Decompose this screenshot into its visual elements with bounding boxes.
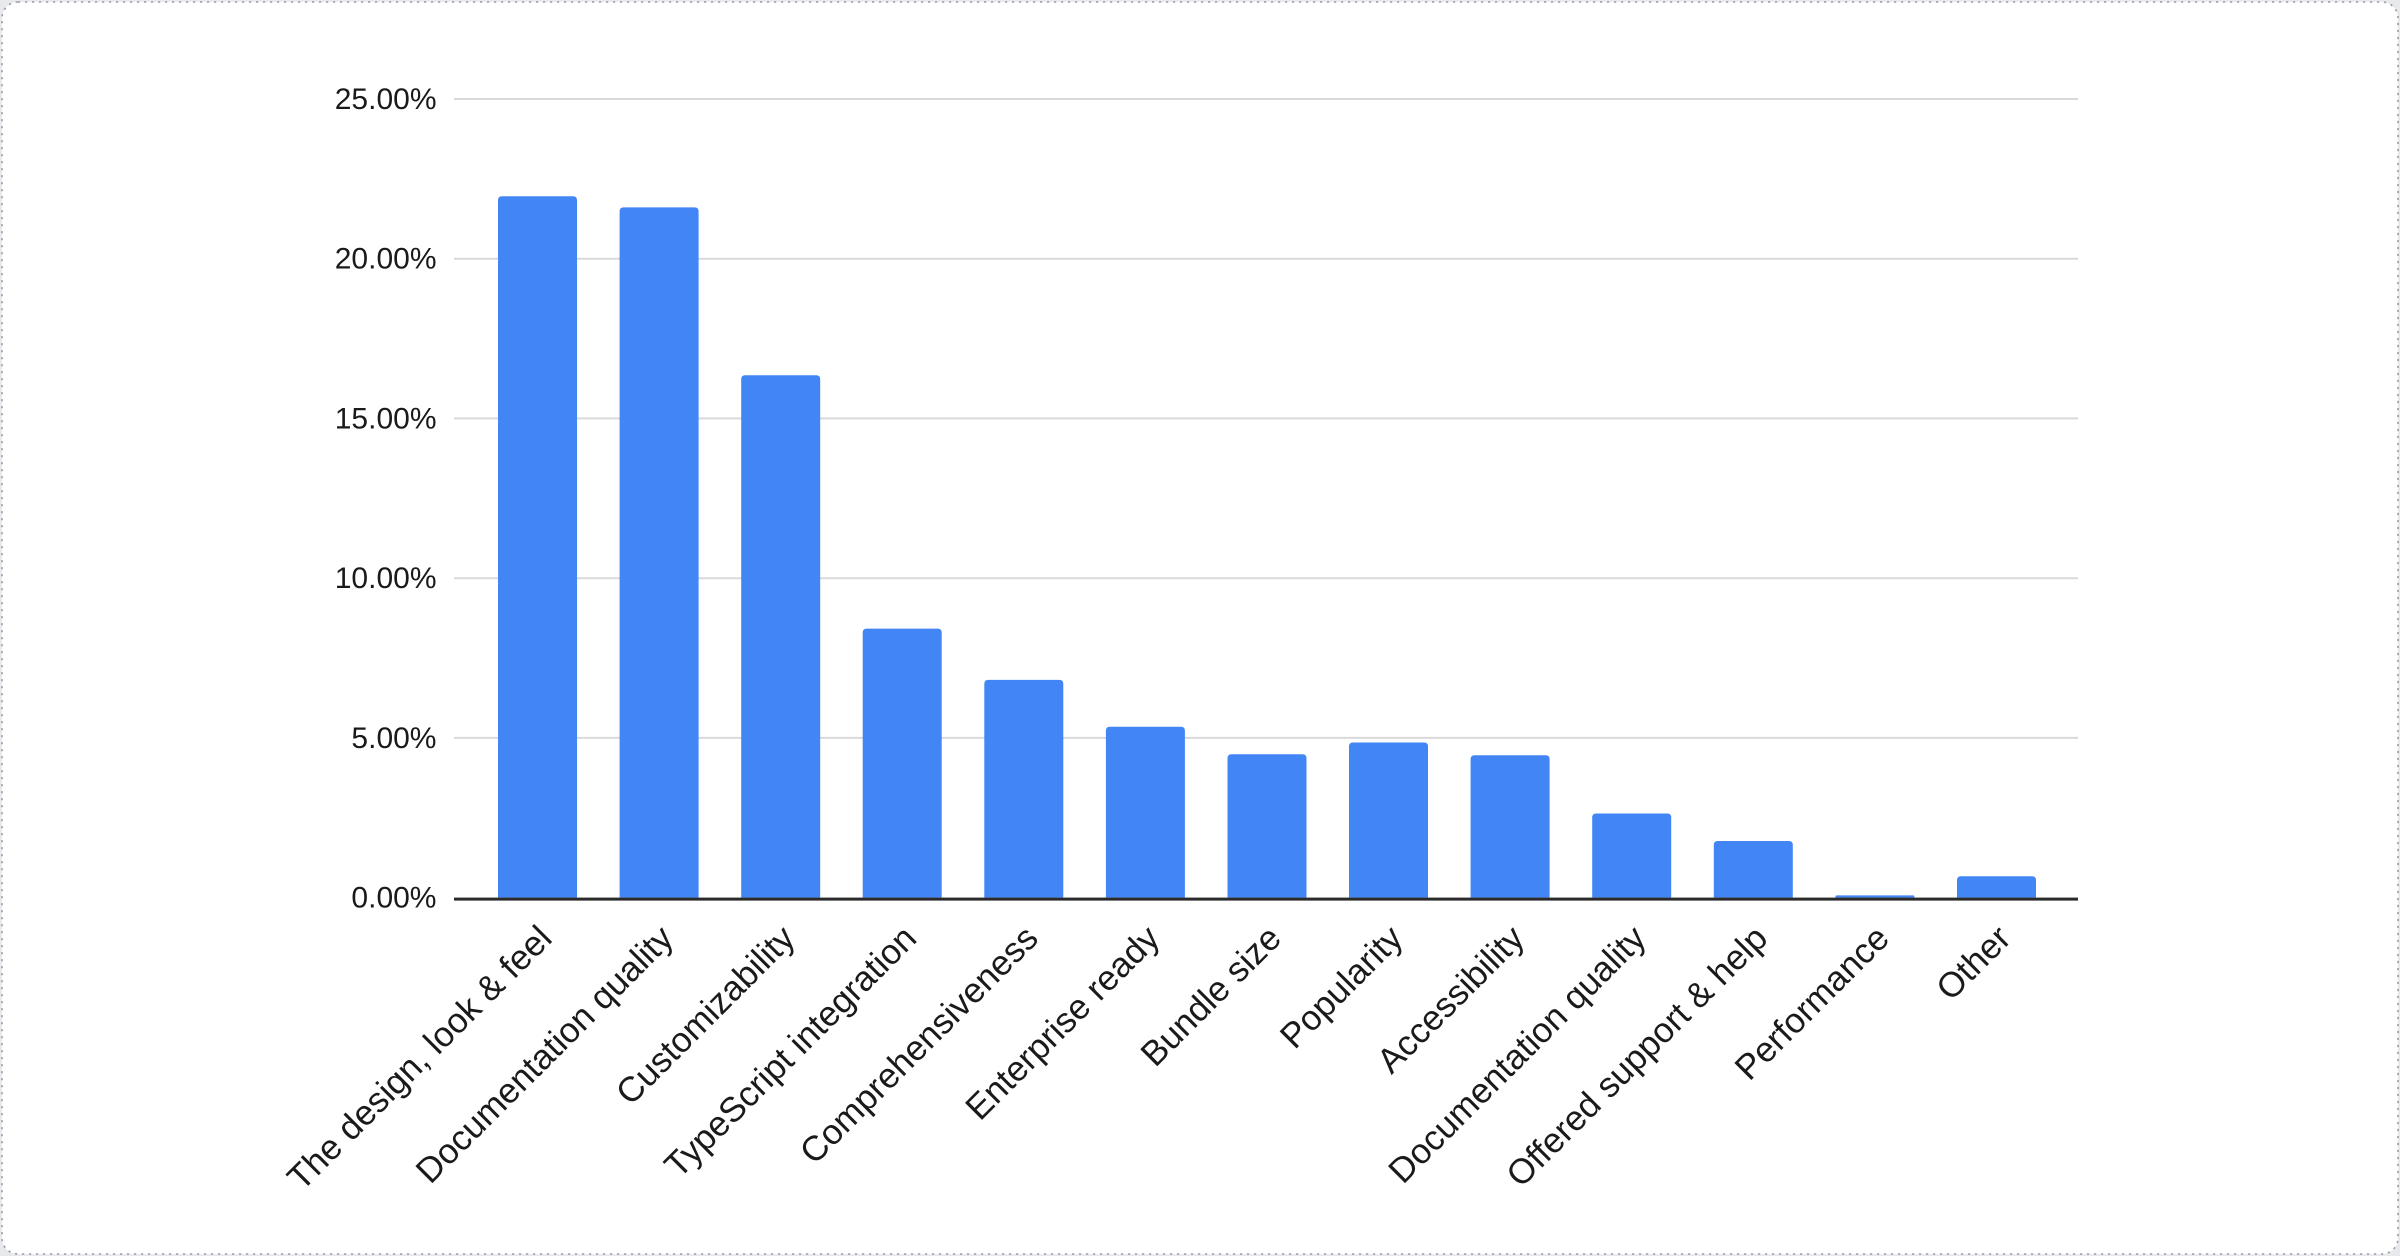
svg-text:20.00%: 20.00% — [335, 243, 437, 276]
svg-text:5.00%: 5.00% — [351, 722, 436, 755]
svg-text:15.00%: 15.00% — [335, 402, 437, 435]
svg-text:10.00%: 10.00% — [335, 562, 437, 595]
svg-text:25.00%: 25.00% — [335, 83, 437, 116]
svg-text:0.00%: 0.00% — [351, 882, 436, 915]
